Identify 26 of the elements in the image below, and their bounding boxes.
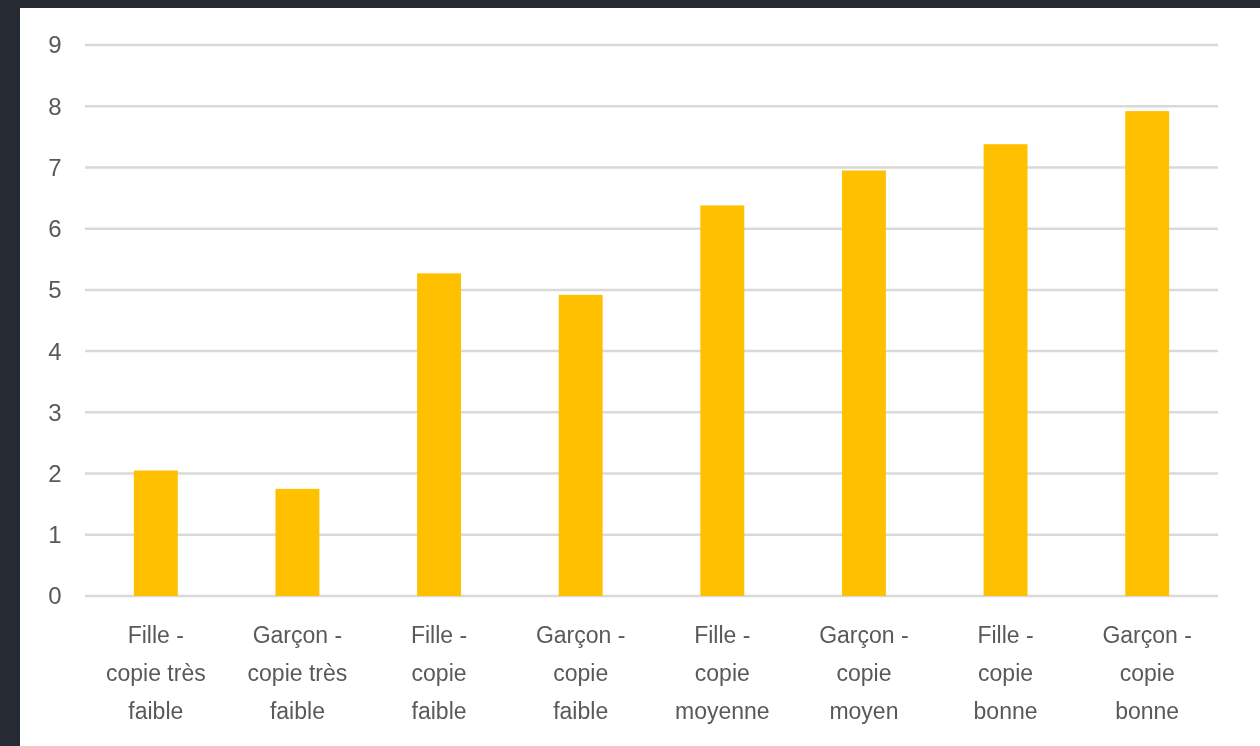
y-tick-label: 9 bbox=[48, 31, 62, 59]
y-tick-label: 3 bbox=[48, 398, 62, 426]
bar bbox=[841, 170, 886, 596]
y-tick-label: 0 bbox=[48, 582, 62, 610]
bar bbox=[417, 273, 462, 596]
x-tick-label: Garçon - copie faible bbox=[535, 622, 626, 724]
y-tick-label: 8 bbox=[48, 92, 62, 120]
x-tick-label: Garçon - copie très faible bbox=[247, 622, 348, 724]
bar bbox=[275, 488, 320, 596]
y-tick-label: 1 bbox=[48, 521, 62, 549]
bar bbox=[558, 294, 603, 596]
x-tick-label: Garçon - copie bonne bbox=[1102, 622, 1192, 724]
bar bbox=[1125, 111, 1170, 596]
bar bbox=[133, 470, 178, 596]
x-tick-label: Garçon - copie moyen bbox=[819, 622, 909, 724]
bar bbox=[983, 144, 1028, 596]
x-tick-label: Fille - copie très faible bbox=[105, 622, 206, 724]
y-tick-label: 6 bbox=[48, 215, 62, 243]
y-tick-label: 2 bbox=[48, 459, 62, 487]
x-tick-label: Fille - copie faible bbox=[410, 622, 468, 724]
bar bbox=[700, 205, 745, 596]
y-tick-label: 5 bbox=[48, 276, 62, 304]
x-tick-label: Fille - copie bonne bbox=[973, 622, 1038, 724]
x-tick-label: Fille - copie moyenne bbox=[675, 622, 770, 724]
y-tick-label: 7 bbox=[48, 153, 62, 181]
y-tick-label: 4 bbox=[48, 337, 62, 365]
